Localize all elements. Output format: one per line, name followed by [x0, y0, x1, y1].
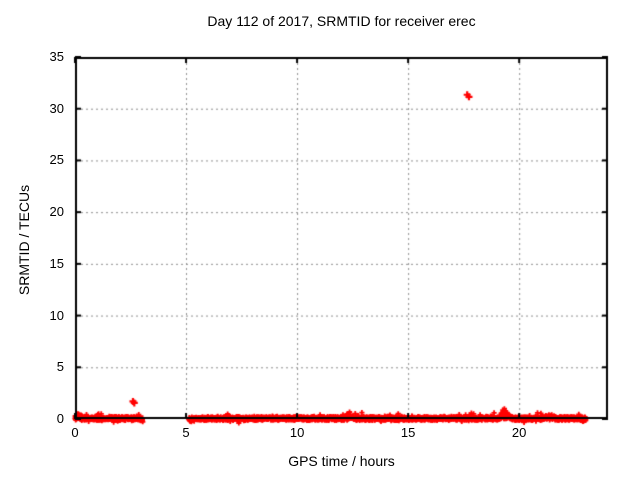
y-tick-label: 30 [49, 100, 64, 116]
y-axis-label: SRMTID / TECUs [16, 184, 32, 296]
y-tick-label: 20 [49, 204, 64, 220]
y-tick-label: 10 [49, 307, 64, 323]
x-tick-label: 10 [289, 425, 305, 440]
y-tick-label: 15 [49, 255, 64, 271]
x-tick-label: 20 [511, 425, 527, 440]
y-tick-label: 35 [49, 49, 64, 64]
y-tick-label: 0 [56, 411, 64, 426]
x-tick-label: 0 [71, 425, 79, 440]
x-tick-label: 15 [400, 425, 416, 440]
x-axis-label: GPS time / hours [288, 453, 395, 469]
y-tick-label: 25 [49, 152, 64, 168]
chart-title: Day 112 of 2017, SRMTID for receiver ere… [207, 13, 476, 29]
y-tick-label: 5 [56, 359, 64, 375]
x-tick-label: 5 [182, 425, 190, 440]
